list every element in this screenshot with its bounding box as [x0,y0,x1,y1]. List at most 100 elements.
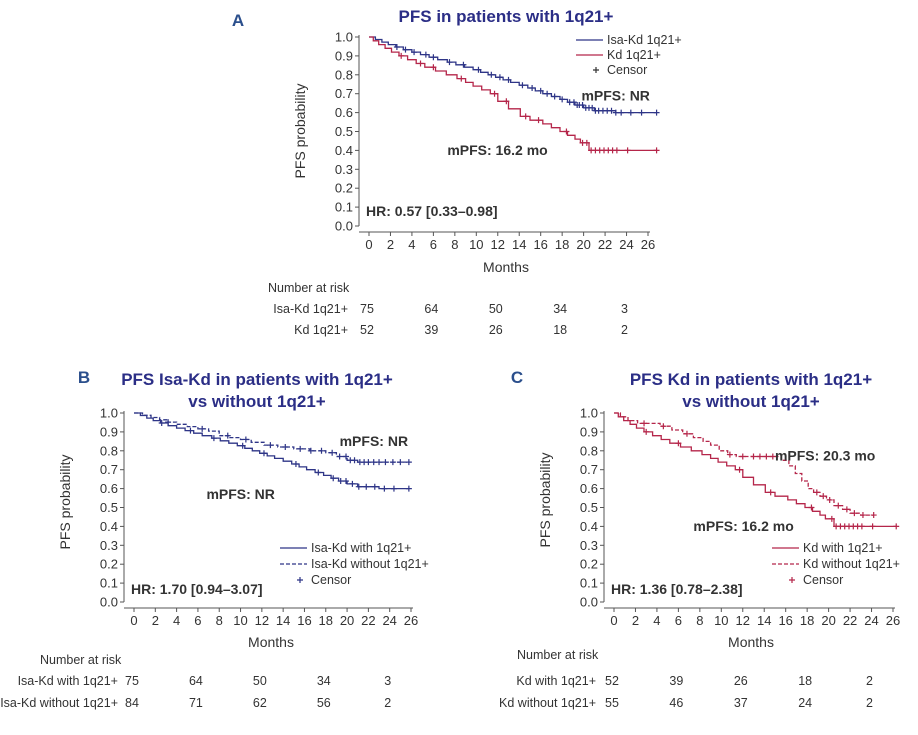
censor-mark [343,453,350,460]
x-tick-label: 16 [297,613,311,628]
censor-mark [224,432,231,439]
risk-count: 50 [489,302,503,316]
km-curve-isa-kd-without-1q21- [134,412,409,463]
risk-table-header: Number at risk [40,653,122,667]
censor-mark [505,76,512,83]
risk-count: 2 [866,696,873,710]
legend-censor-symbol [789,577,795,583]
censor-mark [559,96,566,103]
censor-mark [402,46,409,53]
risk-count: 46 [669,696,683,710]
censor-mark [329,449,336,456]
chart-title: PFS Kd in patients with 1q21+ [630,370,872,389]
censor-mark [158,420,165,427]
censor-mark [355,483,362,490]
risk-count: 84 [125,696,139,710]
chart-title: PFS in patients with 1q21+ [399,7,614,26]
censor-mark [282,444,289,451]
chart-title: vs without 1q21+ [188,392,326,411]
risk-row-label: Isa-Kd with 1q21+ [18,674,118,688]
censor-mark [239,442,246,449]
censor-mark [624,147,631,154]
km-curve-kd-with-1q21- [614,412,897,528]
censor-mark [446,59,453,66]
censor-mark [638,109,645,116]
censor-mark [430,64,437,71]
x-tick-label: 22 [843,613,857,628]
mpfs-annotation: mPFS: NR [340,433,408,449]
risk-count: 56 [317,696,331,710]
y-tick-label: 0.1 [580,576,598,591]
risk-count: 62 [253,696,267,710]
x-tick-label: 26 [641,237,655,252]
x-tick-label: 20 [340,613,354,628]
censor-mark [475,66,482,73]
censor-mark [315,469,322,476]
mpfs-annotation: mPFS: NR [206,486,274,502]
x-tick-label: 0 [365,237,372,252]
legend-censor-symbol [297,577,303,583]
chart-title: PFS Isa-Kd in patients with 1q21+ [121,370,393,389]
censor-mark [769,453,776,460]
censor-mark [187,427,194,434]
y-tick-label: 0.9 [580,424,598,439]
x-tick-label: 2 [632,613,639,628]
censor-mark [422,51,429,58]
y-tick-label: 1.0 [100,406,118,421]
risk-count: 75 [125,674,139,688]
censor-mark [351,457,358,464]
km-curve-kd-1q21- [369,36,657,152]
censor-mark [242,436,249,443]
x-tick-label: 20 [821,613,835,628]
y-tick-label: 0.3 [100,538,118,553]
censor-mark [491,90,498,97]
y-tick-label: 0.0 [335,219,353,234]
y-axis-label: PFS probability [57,455,73,550]
censor-mark [371,483,378,490]
y-tick-label: 0.1 [335,200,353,215]
censor-mark [417,60,424,67]
y-tick-label: 0.8 [100,443,118,458]
hazard-ratio: HR: 1.36 [0.78–2.38] [611,581,743,597]
x-tick-label: 4 [408,237,415,252]
x-tick-label: 2 [387,237,394,252]
y-tick-label: 0.8 [580,443,598,458]
panel-a: A PFS in patients with 1q21+ 0.0 0.1 0.2 0.3 0… [232,7,682,337]
risk-count: 39 [669,674,683,688]
y-tick-label: 0.5 [580,500,598,515]
panel-b: B PFS Isa-Kd in patients with 1q21+ vs wit… [0,368,429,710]
y-tick-label: 0.2 [335,181,353,196]
y-axis-label: PFS probability [292,84,308,179]
x-tick-label: 8 [696,613,703,628]
censor-mark [370,459,377,466]
y-tick-label: 0.0 [100,595,118,610]
y-tick-label: 0.0 [580,595,598,610]
y-tick-label: 0.3 [335,162,353,177]
risk-count: 50 [253,674,267,688]
y-tick-label: 0.5 [100,500,118,515]
censor-mark [653,147,660,154]
y-tick-label: 0.6 [335,105,353,120]
risk-count: 3 [621,302,628,316]
risk-count: 39 [424,323,438,337]
censor-mark [389,459,396,466]
censor-mark [643,428,650,435]
y-tick-label: 0.9 [100,424,118,439]
censor-mark [411,49,418,56]
y-tick-label: 0.6 [100,481,118,496]
censor-mark [330,475,337,482]
x-tick-label: 12 [255,613,269,628]
censor-mark [870,512,877,519]
y-tick-label: 0.4 [335,143,353,158]
censor-mark [365,459,372,466]
censor-mark [405,459,412,466]
censor-mark [763,453,770,460]
censor-mark [612,109,619,116]
x-tick-label: 26 [404,613,418,628]
legend-label: Isa-Kd without 1q21+ [311,557,429,571]
risk-count: 18 [553,323,567,337]
risk-count: 64 [424,302,438,316]
censor-mark [297,445,304,452]
risk-count: 3 [384,674,391,688]
censor-mark [460,61,467,68]
